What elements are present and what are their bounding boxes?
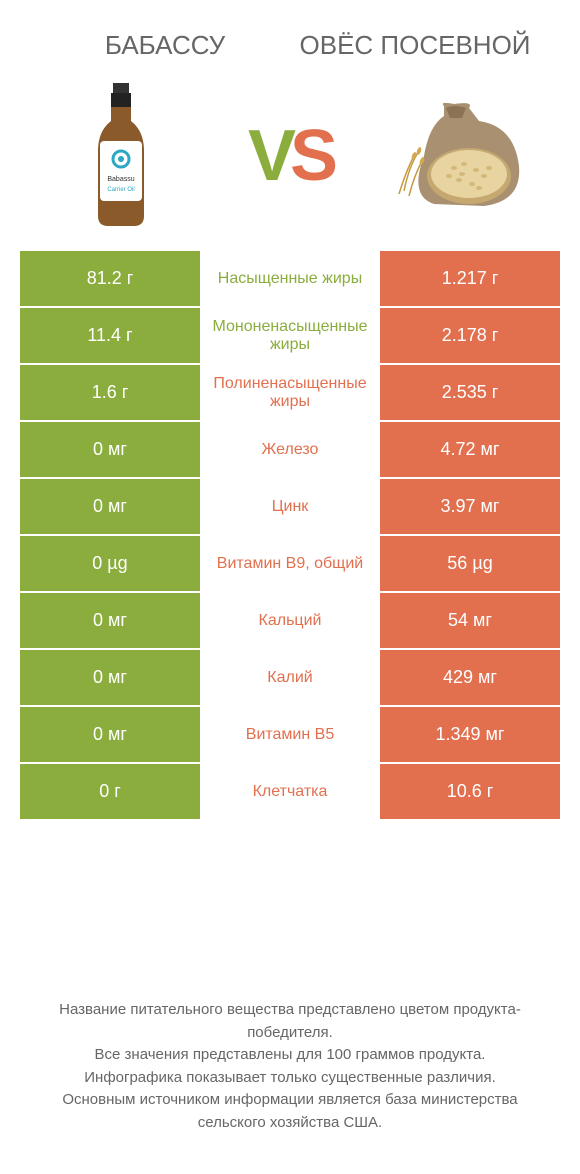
- right-value: 2.178 г: [380, 308, 560, 365]
- nutrient-label: Цинк: [200, 479, 380, 536]
- left-value: 11.4 г: [20, 308, 200, 365]
- left-value: 0 мг: [20, 593, 200, 650]
- comparison-table: 81.2 гНасыщенные жиры1.217 г11.4 гМононе…: [20, 251, 560, 821]
- right-value: 4.72 мг: [380, 422, 560, 479]
- right-value: 429 мг: [380, 650, 560, 707]
- right-value: 10.6 г: [380, 764, 560, 821]
- left-value: 81.2 г: [20, 251, 200, 308]
- vs-v: V: [248, 116, 290, 196]
- left-product-image: Babassu Carrier Oil: [46, 81, 196, 231]
- header: БАБАССУ ОВЁС ПОСЕВНОЙ: [0, 0, 580, 71]
- nutrient-label: Калий: [200, 650, 380, 707]
- right-product-title: ОВЁС ПОСЕВНОЙ: [290, 30, 540, 61]
- vs-label: VS: [248, 115, 332, 197]
- vs-s: S: [290, 116, 332, 196]
- footer-line-1: Название питательного вещества представл…: [30, 999, 550, 1044]
- oats-sack-icon: [384, 96, 534, 216]
- right-value: 56 µg: [380, 536, 560, 593]
- left-value: 0 мг: [20, 422, 200, 479]
- table-row: 0 мгКальций54 мг: [20, 593, 560, 650]
- table-row: 0 µgВитамин B9, общий56 µg: [20, 536, 560, 593]
- nutrient-label: Мононенасыщенные жиры: [200, 308, 380, 365]
- table-row: 0 мгЖелезо4.72 мг: [20, 422, 560, 479]
- svg-text:Babassu: Babassu: [107, 176, 134, 183]
- nutrient-label: Клетчатка: [200, 764, 380, 821]
- nutrient-label: Полиненасыщенные жиры: [200, 365, 380, 422]
- table-row: 0 мгКалий429 мг: [20, 650, 560, 707]
- bottle-icon: Babassu Carrier Oil: [86, 81, 156, 231]
- right-value: 54 мг: [380, 593, 560, 650]
- nutrient-label: Витамин B9, общий: [200, 536, 380, 593]
- left-value: 0 мг: [20, 650, 200, 707]
- footer-notes: Название питательного вещества представл…: [0, 999, 580, 1134]
- table-row: 0 мгЦинк3.97 мг: [20, 479, 560, 536]
- table-row: 11.4 гМононенасыщенные жиры2.178 г: [20, 308, 560, 365]
- right-value: 1.349 мг: [380, 707, 560, 764]
- images-row: Babassu Carrier Oil VS: [0, 71, 580, 251]
- left-product-title: БАБАССУ: [40, 30, 290, 61]
- left-value: 0 г: [20, 764, 200, 821]
- nutrient-label: Железо: [200, 422, 380, 479]
- table-row: 1.6 гПолиненасыщенные жиры2.535 г: [20, 365, 560, 422]
- table-row: 0 гКлетчатка10.6 г: [20, 764, 560, 821]
- left-value: 0 µg: [20, 536, 200, 593]
- footer-line-3: Инфографика показывает только существенн…: [30, 1067, 550, 1090]
- right-product-image: [384, 81, 534, 231]
- right-value: 3.97 мг: [380, 479, 560, 536]
- nutrient-label: Кальций: [200, 593, 380, 650]
- footer-line-2: Все значения представлены для 100 граммо…: [30, 1044, 550, 1067]
- svg-text:Carrier Oil: Carrier Oil: [107, 187, 134, 193]
- left-value: 0 мг: [20, 479, 200, 536]
- footer-line-4: Основным источником информации является …: [30, 1089, 550, 1134]
- nutrient-label: Витамин B5: [200, 707, 380, 764]
- left-value: 1.6 г: [20, 365, 200, 422]
- table-row: 81.2 гНасыщенные жиры1.217 г: [20, 251, 560, 308]
- right-value: 2.535 г: [380, 365, 560, 422]
- nutrient-label: Насыщенные жиры: [200, 251, 380, 308]
- left-value: 0 мг: [20, 707, 200, 764]
- right-value: 1.217 г: [380, 251, 560, 308]
- table-row: 0 мгВитамин B51.349 мг: [20, 707, 560, 764]
